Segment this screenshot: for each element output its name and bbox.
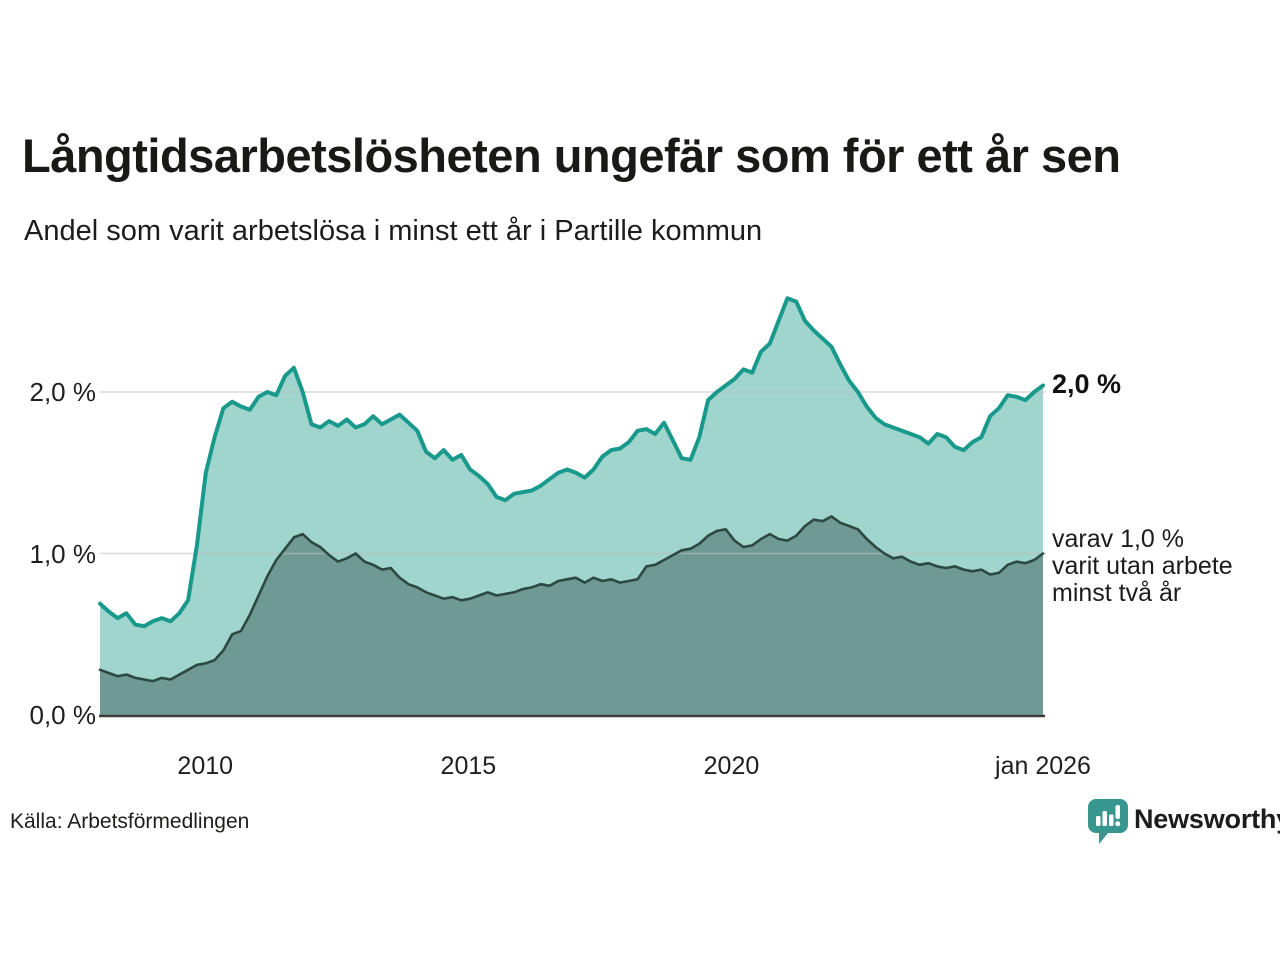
line-one-year — [98, 296, 1045, 629]
x-tick-label: 2020 — [703, 752, 760, 780]
source-caption: Källa: Arbetsförmedlingen — [10, 810, 250, 833]
speech-bubble-shape — [1088, 799, 1128, 844]
newsworthy-logo-icon — [1088, 799, 1128, 844]
newsworthy-wordmark: Newsworthy — [1134, 804, 1280, 834]
secondary-series-annotation: varav 1,0 % varit utan arbete minst två år — [1052, 524, 1233, 607]
y-tick-label: 2,0 % — [29, 377, 97, 407]
x-tick-label: 2015 — [440, 752, 497, 780]
chart-title: Långtidsarbetslösheten ungefär som för e… — [22, 129, 1121, 182]
area-fill-two-years — [100, 516, 1043, 715]
x-tick-label: jan 2026 — [995, 752, 1091, 780]
end-value-annotation: 2,0 % — [1052, 368, 1122, 399]
newsworthy-logo: Newsworthy — [1088, 799, 1280, 847]
gridlines — [100, 391, 1046, 555]
annotation-line: varav 1,0 % — [1052, 524, 1185, 553]
y-tick-label: 1,0 % — [29, 538, 97, 569]
annotation-line: minst två år — [1052, 578, 1182, 607]
mini-bar-chart-glyph — [1096, 805, 1121, 827]
line-two-years — [98, 515, 1045, 683]
chart-subtitle: Andel som varit arbetslösa i minst ett å… — [24, 215, 763, 247]
x-tick-label: 2010 — [177, 752, 234, 780]
annotation-line: varit utan arbete — [1052, 551, 1233, 580]
y-tick-label: 0,0 % — [29, 700, 97, 730]
